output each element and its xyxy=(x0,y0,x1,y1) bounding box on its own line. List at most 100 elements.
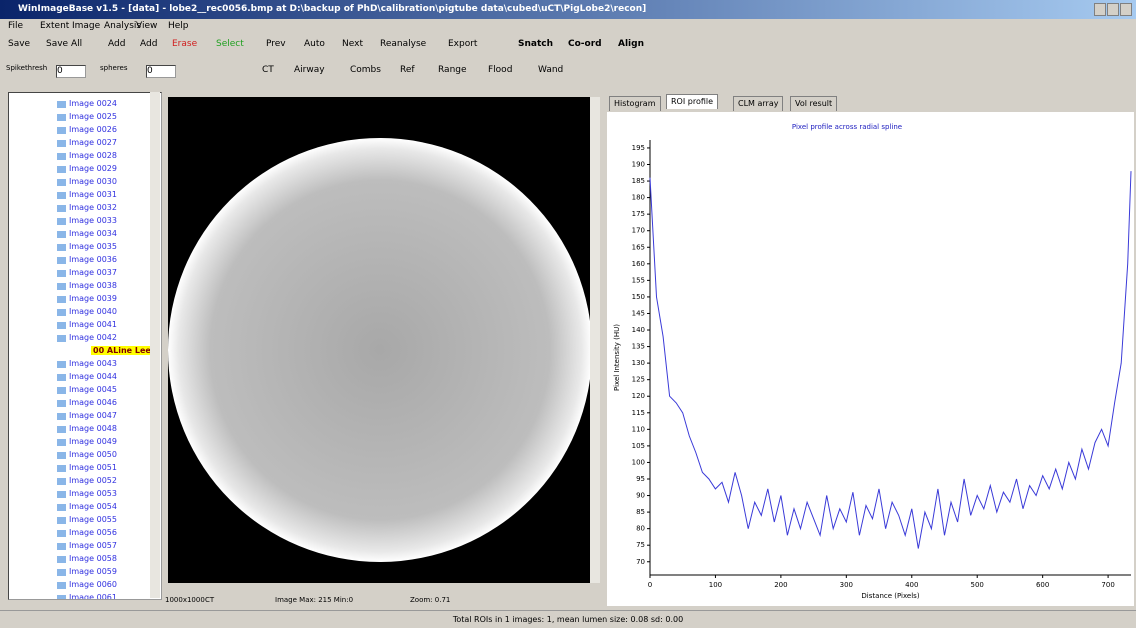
status-field: CT xyxy=(205,596,215,604)
tab[interactable]: Histogram xyxy=(609,96,661,111)
toolbar-button[interactable]: Save xyxy=(8,39,31,49)
y-tick-label: 155 xyxy=(632,276,645,284)
tab[interactable]: CLM array xyxy=(733,96,784,111)
tree-item[interactable]: Image 0057 xyxy=(57,541,117,550)
y-tick-label: 70 xyxy=(636,558,645,566)
tree-item[interactable]: Image 0038 xyxy=(57,281,117,290)
tree-item[interactable]: Image 0025 xyxy=(57,112,117,121)
menu-item[interactable]: Help xyxy=(168,21,189,31)
tool-button[interactable]: CT xyxy=(262,65,274,75)
image-tree: Image 0024 Image 0025 Image 0026 Image 0027… xyxy=(8,92,162,600)
tree-item[interactable]: Image 0024 xyxy=(57,99,117,108)
chart-area: Pixel profile across radial spline 70 75 80… xyxy=(607,112,1134,606)
tree-item[interactable]: Image 0031 xyxy=(57,190,117,199)
tree-item[interactable]: Image 0034 xyxy=(57,229,117,238)
status-field: Zoom: 0.71 xyxy=(410,596,451,604)
x-tick-label: 0 xyxy=(648,581,652,589)
toolbar-button[interactable]: Select xyxy=(216,39,244,49)
tree-item[interactable]: Image 0040 xyxy=(57,307,117,316)
tree-item[interactable]: Image 0030 xyxy=(57,177,117,186)
spin-input[interactable]: 0 xyxy=(56,65,86,78)
y-tick-label: 80 xyxy=(636,525,645,533)
tree-item[interactable]: Image 0028 xyxy=(57,151,117,160)
x-axis-label: Distance (Pixels) xyxy=(861,592,919,600)
menu-item[interactable]: Analysis xyxy=(104,21,142,31)
toolbar-button[interactable]: Add xyxy=(108,39,126,49)
tree-item[interactable]: Image 0026 xyxy=(57,125,117,134)
tree-item[interactable]: Image 0044 xyxy=(57,372,117,381)
tree-item[interactable]: Image 0056 xyxy=(57,528,117,537)
tree-item[interactable]: Image 0061 xyxy=(57,593,117,600)
menu-item[interactable]: File xyxy=(8,21,24,31)
tool-button[interactable]: Flood xyxy=(488,65,513,75)
minimize-button[interactable] xyxy=(1094,3,1106,16)
tool-button[interactable]: Range xyxy=(438,65,467,75)
toolbar-button[interactable]: Reanalyse xyxy=(380,39,427,49)
scrollbar[interactable] xyxy=(590,97,600,583)
tab[interactable]: Vol result xyxy=(790,96,838,111)
tree-item[interactable]: Image 0051 xyxy=(57,463,117,472)
label: Spikethresh xyxy=(6,64,48,72)
y-tick-label: 105 xyxy=(632,442,645,450)
menu-item[interactable]: Image xyxy=(72,21,101,31)
toolbar-button[interactable]: Auto xyxy=(304,39,325,49)
tree-item[interactable]: Image 0060 xyxy=(57,580,117,589)
y-tick-label: 75 xyxy=(636,541,645,549)
status-field: 1000x1000 xyxy=(165,596,205,604)
toolbar-button[interactable]: Export xyxy=(448,39,478,49)
tree-item[interactable]: Image 0058 xyxy=(57,554,117,563)
y-tick-label: 120 xyxy=(632,392,645,400)
ct-image xyxy=(168,138,592,562)
tree-child[interactable]: 00 ALine Lee xyxy=(91,346,153,355)
tool-button[interactable]: Ref xyxy=(400,65,415,75)
specimen xyxy=(168,138,592,562)
tree-item[interactable]: Image 0045 xyxy=(57,385,117,394)
tool-button[interactable]: Wand xyxy=(538,65,564,75)
status-field: Image Max: 215 Min:0 xyxy=(275,596,354,604)
tree-item[interactable]: Image 0052 xyxy=(57,476,117,485)
y-tick-label: 165 xyxy=(632,243,645,251)
label: spheres xyxy=(100,64,128,72)
tree-item[interactable]: Image 0042 xyxy=(57,333,117,342)
tab[interactable]: ROI profile xyxy=(666,94,719,109)
toolbar-button[interactable]: Erase xyxy=(172,39,198,49)
tree-item[interactable]: Image 0041 xyxy=(57,320,117,329)
tree-item[interactable]: Image 0046 xyxy=(57,398,117,407)
tree-item[interactable]: Image 0037 xyxy=(57,268,117,277)
tree-item[interactable]: Image 0055 xyxy=(57,515,117,524)
toolbar-button[interactable]: Co-ord xyxy=(568,39,602,49)
tree-item[interactable]: Image 0054 xyxy=(57,502,117,511)
toolbar-button[interactable]: Next xyxy=(342,39,363,49)
tool-button[interactable]: Airway xyxy=(294,65,325,75)
spin-input[interactable]: 0 xyxy=(146,65,176,78)
toolbar-button[interactable]: Save All xyxy=(46,39,83,49)
tool-button[interactable]: Combs xyxy=(350,65,381,75)
tree-item[interactable]: Image 0047 xyxy=(57,411,117,420)
menu-item[interactable]: Extent xyxy=(40,21,70,31)
tree-item[interactable]: Image 0039 xyxy=(57,294,117,303)
tree-item[interactable]: Image 0033 xyxy=(57,216,117,225)
y-tick-label: 195 xyxy=(632,144,645,152)
toolbar-button[interactable]: Align xyxy=(618,39,644,49)
x-tick-label: 400 xyxy=(905,581,918,589)
toolbar-button[interactable]: Add xyxy=(140,39,158,49)
scrollbar[interactable] xyxy=(150,92,160,598)
tree-item[interactable]: Image 0032 xyxy=(57,203,117,212)
tree-item[interactable]: Image 0036 xyxy=(57,255,117,264)
toolbar-button[interactable]: Prev xyxy=(266,39,286,49)
tree-item[interactable]: Image 0050 xyxy=(57,450,117,459)
menu-item[interactable]: View xyxy=(136,21,158,31)
tree-item[interactable]: Image 0049 xyxy=(57,437,117,446)
tree-item[interactable]: Image 0043 xyxy=(57,359,117,368)
close-button[interactable] xyxy=(1120,3,1132,16)
tree-item[interactable]: Image 0027 xyxy=(57,138,117,147)
profile-line xyxy=(649,171,1132,549)
tree-item[interactable]: Image 0053 xyxy=(57,489,117,498)
y-tick-label: 175 xyxy=(632,210,645,218)
tree-item[interactable]: Image 0035 xyxy=(57,242,117,251)
toolbar-button[interactable]: Snatch xyxy=(518,39,554,49)
tree-item[interactable]: Image 0059 xyxy=(57,567,117,576)
tree-item[interactable]: Image 0048 xyxy=(57,424,117,433)
maximize-button[interactable] xyxy=(1107,3,1119,16)
tree-item[interactable]: Image 0029 xyxy=(57,164,117,173)
